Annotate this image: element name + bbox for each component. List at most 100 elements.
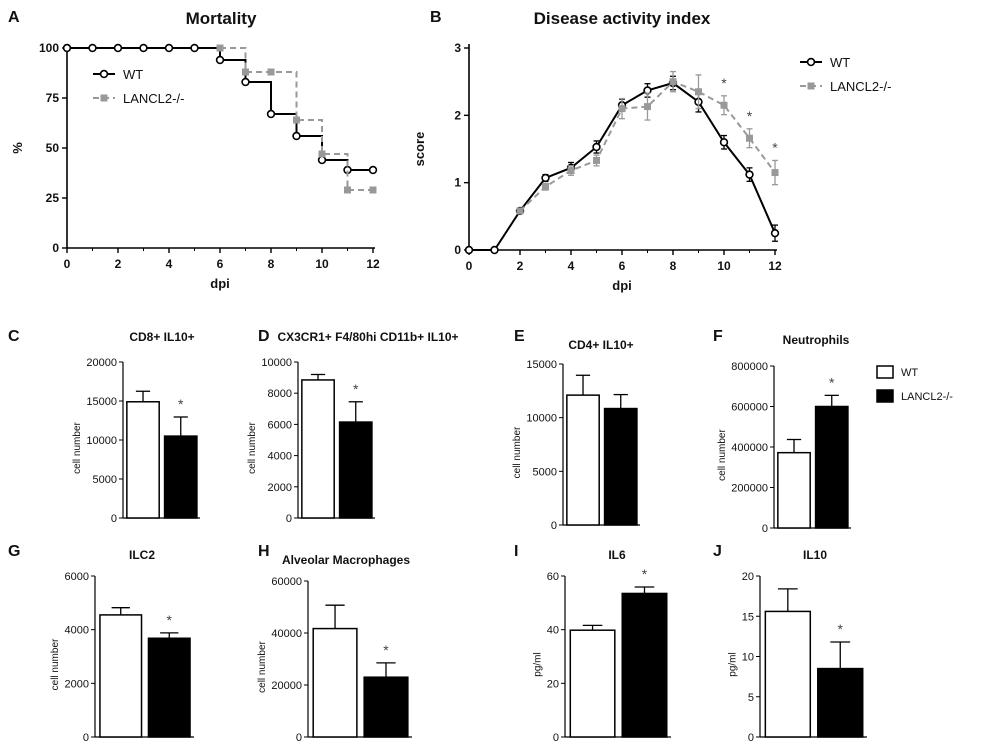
significance-star: *: [642, 566, 648, 582]
bar-lancl2: [147, 637, 191, 738]
panel-letter-F: F: [713, 328, 723, 345]
y-tick-label: 6000: [268, 419, 292, 431]
bar-lancl2: [621, 592, 668, 738]
x-tick-label: 8: [268, 257, 275, 271]
panel-letter-D: D: [258, 328, 270, 345]
legend-label: WT: [830, 55, 850, 70]
legend-label: WT: [901, 367, 918, 379]
x-tick-label: 6: [217, 257, 224, 271]
bar-wt: [566, 394, 600, 526]
panel-letter-C: C: [8, 328, 20, 345]
data-point-wt: [266, 109, 276, 119]
significance-star: *: [747, 108, 753, 124]
bar-legend: WT LANCL2-/-: [876, 365, 953, 403]
y-tick-label: 15000: [526, 359, 557, 371]
panel-letter-G: G: [8, 543, 20, 560]
y-tick-label: 10: [742, 652, 754, 664]
y-tick-label: 2000: [65, 678, 89, 690]
y-tick-label: 5000: [533, 466, 557, 478]
data-point-lancl2: [216, 44, 224, 52]
y-tick-label: 15: [742, 611, 754, 623]
bar-wt: [764, 610, 812, 738]
data-point-lancl2: [644, 103, 651, 111]
y-axis-label: score: [412, 132, 427, 167]
data-point-wt: [368, 165, 378, 175]
bar-lancl2: [817, 667, 864, 738]
y-tick-label: 15000: [86, 396, 117, 408]
chart-title: Mortality: [186, 9, 257, 28]
y-tick-label: 0: [551, 520, 557, 532]
data-point-lancl2: [318, 150, 326, 158]
data-point-lancl2: [542, 183, 549, 191]
legend-label: LANCL2-/-: [123, 91, 184, 106]
legend-label: WT: [123, 67, 143, 82]
data-point-wt: [241, 77, 250, 87]
y-tick-label: 0: [454, 243, 461, 257]
y-axis-label: cell number: [512, 426, 523, 478]
data-point-wt: [62, 43, 72, 53]
y-tick-label: 0: [286, 513, 292, 525]
x-tick-label: 4: [568, 259, 575, 273]
bar-lancl2: [363, 676, 409, 738]
bar-wt: [777, 451, 811, 529]
panel-letter-H: H: [258, 543, 270, 560]
panel-letter-E: E: [514, 328, 525, 345]
y-axis-label: %: [10, 142, 25, 154]
y-tick-label: 60: [547, 571, 559, 583]
panel-J: J IL10 0 5 10 15 20 pg/ml *: [713, 543, 867, 744]
y-tick-label: 40: [547, 625, 559, 637]
y-tick-label: 200000: [731, 483, 768, 495]
chart-title: CX3CR1+ F4/80hi CD11b+ IL10+: [277, 330, 458, 344]
y-tick-label: 4000: [268, 451, 292, 463]
x-tick-label: 0: [64, 257, 71, 271]
data-point-lancl2: [746, 134, 753, 142]
legend-marker-lancl2: [100, 94, 108, 102]
chart-title: IL10: [803, 548, 827, 562]
panel-A: A Mortality 0 25 50 75 100 0 2 4 6 8 10 12 dpi% WT LANCL…: [8, 9, 380, 291]
bar-lancl2: [603, 407, 638, 526]
data-point-lancl2: [593, 156, 600, 164]
bar-lancl2: [163, 435, 198, 519]
y-tick-label: 20: [742, 571, 754, 583]
bar-lancl2: [338, 421, 373, 519]
x-tick-label: 0: [466, 259, 473, 273]
data-point-wt: [190, 43, 199, 53]
data-point-lancl2: [618, 105, 626, 113]
data-point-wt: [139, 43, 148, 53]
data-point-wt: [292, 131, 301, 141]
series-line-lancl2: [519, 80, 776, 212]
legend-label: LANCL2-/-: [901, 391, 953, 403]
data-point-lancl2: [344, 186, 351, 194]
series-line-wt: [67, 47, 373, 171]
data-point-lancl2: [293, 116, 300, 124]
bar-wt: [301, 379, 335, 519]
chart-title: Disease activity index: [534, 9, 711, 28]
y-axis-label: cell number: [50, 638, 61, 690]
y-tick-label: 75: [46, 91, 60, 105]
y-tick-label: 8000: [268, 388, 292, 400]
significance-star: *: [838, 621, 844, 637]
data-point-lancl2: [369, 186, 377, 194]
data-point-lancl2: [669, 78, 677, 86]
y-tick-label: 40000: [271, 628, 302, 640]
chart-title: Neutrophils: [783, 333, 850, 347]
panel-G: G ILC2 0 2000 4000 6000 cell number *: [8, 543, 194, 744]
panel-letter-A: A: [8, 9, 20, 26]
y-tick-label: 100: [39, 41, 59, 55]
chart-title: IL6: [608, 548, 626, 562]
data-point-lancl2: [771, 169, 779, 177]
significance-star: *: [167, 612, 173, 628]
y-tick-label: 400000: [731, 442, 768, 454]
y-tick-label: 0: [553, 732, 559, 744]
x-tick-label: 12: [366, 257, 380, 271]
y-tick-label: 0: [762, 523, 768, 535]
panel-I: I IL6 0 20 40 60 pg/ml *: [514, 543, 671, 744]
x-tick-label: 2: [115, 257, 122, 271]
x-tick-label: 6: [619, 259, 626, 273]
data-point-wt: [88, 43, 97, 53]
significance-star: *: [829, 374, 835, 390]
x-axis-label: dpi: [210, 276, 230, 291]
data-point-wt: [164, 43, 174, 53]
